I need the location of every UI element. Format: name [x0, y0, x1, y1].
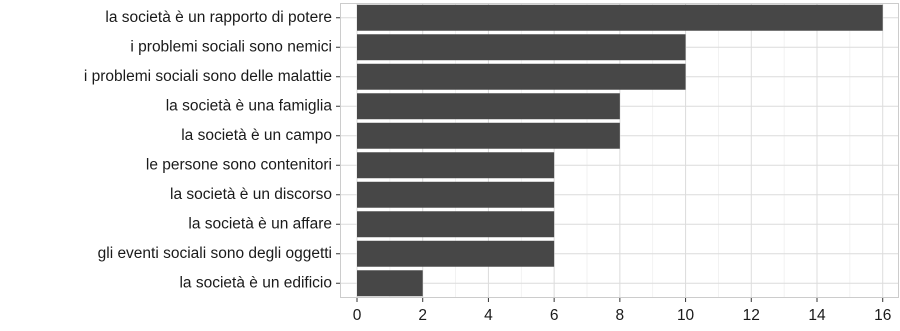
- y-tick-label: i problemi sociali sono delle malattie: [84, 68, 332, 85]
- y-tick-label: i problemi sociali sono nemici: [130, 38, 332, 55]
- x-tick-label: 8: [616, 307, 625, 324]
- x-tick-label: 12: [743, 307, 760, 324]
- bar: [357, 181, 555, 208]
- y-tick-label: la società è un edificio: [179, 274, 332, 291]
- x-tick-label: 4: [484, 307, 493, 324]
- x-tick-label: 14: [808, 307, 826, 324]
- y-tick-label: la società è un affare: [188, 215, 332, 232]
- x-tick-label: 6: [550, 307, 559, 324]
- x-tick-label: 2: [418, 307, 427, 324]
- bar: [357, 93, 620, 120]
- bar: [357, 211, 555, 238]
- plot-panel-border: [340, 3, 899, 298]
- y-tick-label: la società è un rapporto di potere: [105, 9, 332, 26]
- bar: [357, 63, 686, 90]
- y-tick-label: la società è una famiglia: [166, 97, 333, 114]
- bar: [357, 270, 423, 297]
- y-tick-label: la società è un discorso: [170, 186, 332, 203]
- x-tick-label: 16: [874, 307, 891, 324]
- y-tick-label: gli eventi sociali sono degli oggetti: [98, 245, 332, 262]
- bar: [357, 34, 686, 61]
- bar: [357, 4, 883, 31]
- y-tick-label: la società è un campo: [181, 127, 332, 144]
- y-tick-label: le persone sono contenitori: [146, 156, 332, 173]
- bar: [357, 240, 555, 267]
- bar: [357, 152, 555, 179]
- x-tick-label: 10: [677, 307, 695, 324]
- x-tick-label: 0: [353, 307, 362, 324]
- bar: [357, 122, 620, 149]
